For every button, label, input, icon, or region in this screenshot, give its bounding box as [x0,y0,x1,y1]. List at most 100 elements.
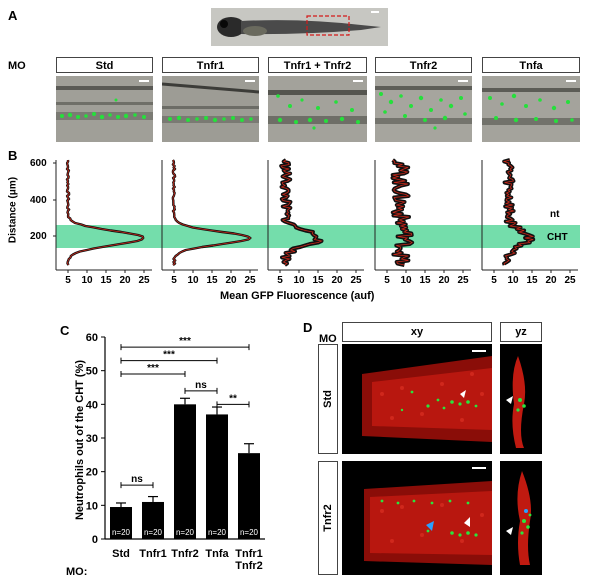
category-label: Tnfr1 [235,548,263,560]
panel-b-xtick: 10 [293,275,305,286]
panel-d-letter: D [303,320,313,335]
fluorescence-profile-2: 5 10 15 20 25 [267,158,364,286]
condition-header-tnfa: Tnfa [482,57,580,73]
panel-b-xtick: 5 [491,275,497,286]
panel-b-xtick: 20 [438,275,450,286]
panel-b-xtick: 15 [206,275,218,286]
panel-b-xtick: 25 [138,275,150,286]
tail-image-tnfa [482,76,580,142]
confocal-yz-tnfr2 [500,461,542,575]
panel-b-xtick: 10 [187,275,199,286]
embryo-silhouette [217,11,381,37]
white-arrowhead-icon [506,396,513,404]
tail-image-tnfr2 [375,76,472,142]
panel-b-xtick: 10 [400,275,412,286]
y-tick-label: 10 [86,500,98,512]
category-label: Std [112,548,130,560]
condition-header-tnfr2: Tnfr2 [375,57,472,73]
n-label: n=20 [112,528,131,537]
confocal-xy-tnfr2 [342,461,492,575]
category-label: Tnfr2 [171,548,199,560]
panel-a-letter: A [8,8,18,23]
panel-b-profiles: 5 10 15 20 25 5 10 15 20 25 5 10 15 20 25 5 10 15 20 25 5 10 1… [53,158,580,286]
panel-c-letter: C [60,323,70,338]
white-arrowhead-icon [464,517,470,527]
panel-b-xlabel: Mean GFP Fluorescence (auf) [220,290,375,302]
row-label-tnfr2: Tnfr2 [318,461,338,575]
confocal-xy-std [342,344,492,454]
panel-b-xtick: 20 [331,275,343,286]
y-tick-label: 50 [86,366,98,378]
sig-bracket-std-tnfr1-label: ns [131,474,143,485]
panel-b-xtick: 5 [384,275,390,286]
category-label: Tnfr1 [139,548,167,560]
sig-bracket-std-tnfr2-label: *** [147,363,159,374]
category-label: Tnfa [205,548,229,560]
y-tick-label: 60 [86,332,98,344]
sig-bracket-tnfr2-tnfa-label: ns [195,380,207,391]
panel-b-label-cht: CHT [547,232,568,243]
panel-b-xtick: 20 [545,275,557,286]
fluorescence-profile-0: 5 10 15 20 25 [53,159,152,286]
n-label: n=20 [144,528,163,537]
panel-b-xtick: 10 [81,275,93,286]
white-arrowhead-icon [460,390,466,398]
panel-b-label-nt: nt [550,209,560,220]
n-label: n=20 [176,528,195,537]
condition-header-std: Std [56,57,153,73]
panel-b-ytick-400: 400 [30,195,47,206]
panel-d-mo-label: MO [319,333,337,345]
embryo-overview-image [211,8,388,46]
panel-a-mo-label: MO [8,60,26,72]
panel-b-xtick: 15 [419,275,431,286]
tail-image-tnfr1-tnfr2 [268,76,367,142]
panel-b-xtick: 15 [100,275,112,286]
y-tick-label: 30 [86,433,98,445]
n-label: n=20 [208,528,227,537]
xy-header: xy [342,322,492,342]
panel-b-xtick: 25 [244,275,256,286]
bar-4 [238,453,260,539]
panel-b-ytick-200: 200 [30,231,47,242]
panel-b-xtick: 15 [312,275,324,286]
fluorescence-profile-3: 5 10 15 20 25 [374,158,471,286]
y-tick-label: 20 [86,467,98,479]
condition-header-tnfr1-tnfr2: Tnfr1 + Tnfr2 [268,57,367,73]
panel-b-xtick: 5 [171,275,177,286]
blue-arrowhead-icon [426,521,434,531]
panel-b-ytick-600: 600 [30,158,47,169]
neutrophil-bar-chart: 0 10 20 30 40 50 60 n=20 Std n=20 Tnfr1 n=20 Tnfr2 n=… [86,332,265,572]
panel-b-xtick: 5 [65,275,71,286]
bar-2 [174,404,196,539]
fluorescence-profile-1: 5 10 15 20 25 [161,159,258,286]
n-label: n=20 [240,528,259,537]
tail-image-tnfr1 [162,76,259,142]
row-label-std: Std [318,344,338,454]
panel-b-xtick: 25 [457,275,469,286]
yz-header: yz [500,322,542,342]
y-tick-label: 40 [86,399,98,411]
bar-3 [206,414,228,539]
bar-1 [142,501,164,539]
sig-bracket-std-tnfr1tnfr2-label: *** [179,336,191,347]
category-label: Tnfr2 [235,560,263,572]
bar-0 [110,507,132,539]
fluorescence-profile-4: 5 10 15 20 25 [481,158,578,286]
y-tick-label: 0 [92,534,98,546]
panel-b-xtick: 25 [350,275,362,286]
condition-header-tnfr1: Tnfr1 [162,57,259,73]
panel-b-xtick: 15 [526,275,538,286]
panel-b-xtick: 25 [564,275,576,286]
panel-b-letter: B [8,148,18,163]
sig-bracket-std-tnfa-label: *** [163,350,175,361]
confocal-yz-std [500,344,542,454]
panel-b-xtick: 5 [277,275,283,286]
panel-b-xtick: 20 [119,275,131,286]
white-arrowhead-icon [506,527,513,535]
region-of-interest-box [306,15,350,36]
tail-image-std [56,76,153,142]
panel-b-xtick: 10 [507,275,519,286]
panel-b-xtick: 20 [225,275,237,286]
sig-bracket-tnfa-tnfr1tnfr2-label: ** [229,393,237,404]
panel-c-mo-label: MO: [66,566,88,578]
